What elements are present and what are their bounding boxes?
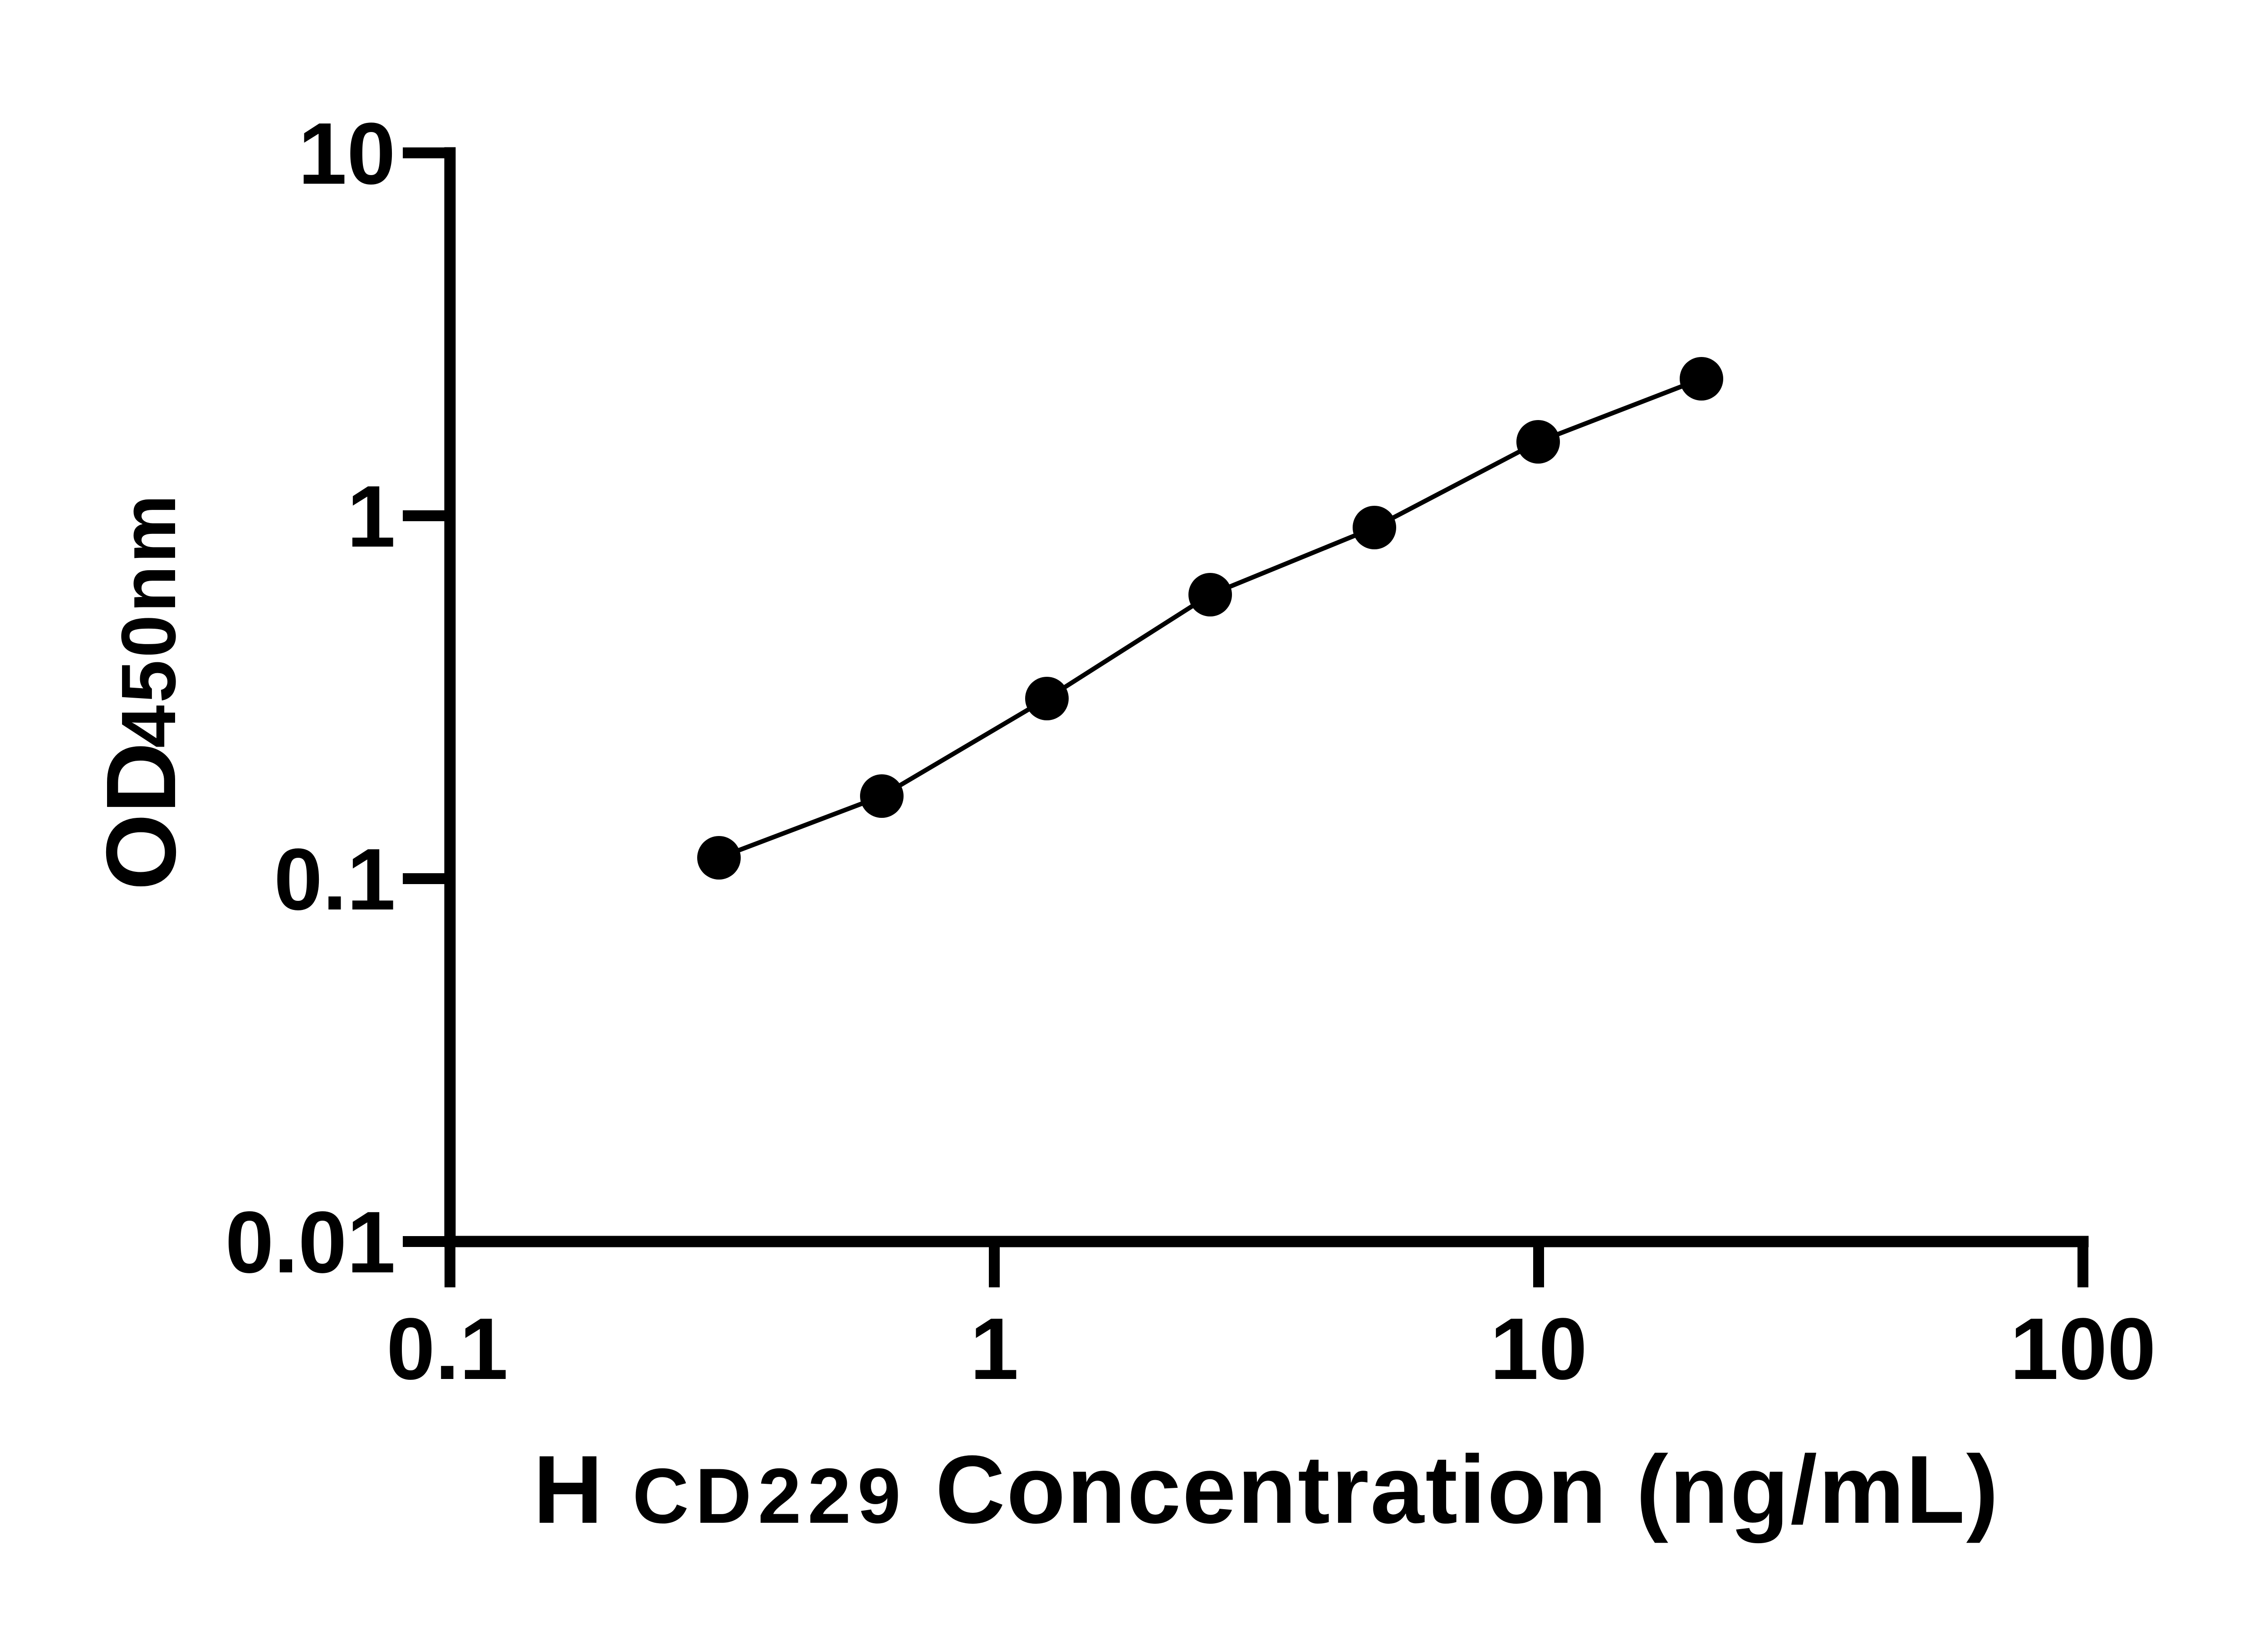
svg-text:1: 1 bbox=[347, 467, 396, 565]
svg-text:10: 10 bbox=[298, 104, 396, 202]
svg-text:H CD229 Concentration (ng/mL): H CD229 Concentration (ng/mL) bbox=[533, 1436, 1999, 1544]
svg-text:100: 100 bbox=[2010, 1300, 2156, 1398]
svg-text:10: 10 bbox=[1490, 1300, 1588, 1398]
svg-text:0.1: 0.1 bbox=[386, 1300, 508, 1398]
svg-text:0.01: 0.01 bbox=[225, 1193, 396, 1291]
svg-text:1: 1 bbox=[970, 1300, 1018, 1398]
svg-text:0.1: 0.1 bbox=[274, 830, 396, 928]
